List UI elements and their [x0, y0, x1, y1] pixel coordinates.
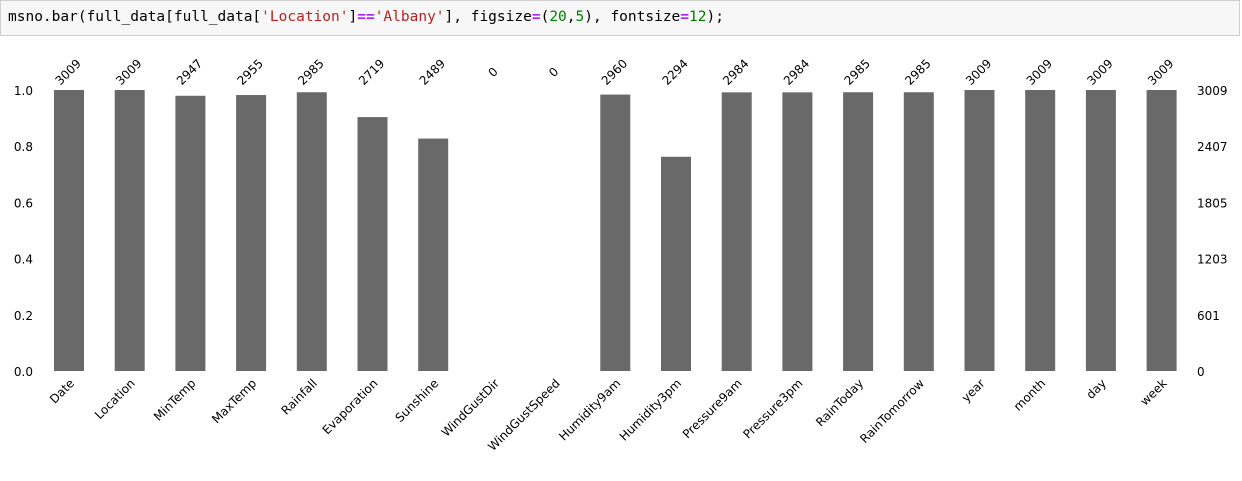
missingno-bar-chart: 0.0 0.2 0.4 0.6 0.8 1.0 0 601 1203 1805 2407 3009 30… — [14, 56, 1228, 453]
bar-year — [964, 90, 995, 371]
bar-value-label: 2984 — [720, 56, 751, 87]
bar-day — [1085, 90, 1116, 371]
category-label: WindGustDir — [439, 376, 502, 439]
category-label: week — [1138, 376, 1170, 408]
bar-raintoday — [843, 92, 874, 371]
category-label: RainToday — [813, 376, 866, 429]
left-tick-label: 0.8 — [14, 140, 33, 154]
bar-value-label: 3009 — [113, 56, 144, 87]
bar-value-label: 0 — [546, 65, 561, 80]
bar-value-label: 0 — [485, 65, 500, 80]
category-label: Rainfall — [278, 376, 319, 417]
bar-value-label: 2955 — [235, 56, 266, 87]
bar-humidity3pm — [661, 156, 691, 371]
bar-value-label: 2985 — [902, 56, 933, 87]
code-line: msno.bar(full_data[full_data['Location']… — [8, 9, 724, 25]
category-label: Date — [47, 376, 77, 406]
category-label: day — [1084, 376, 1110, 402]
bar-value-label: 2719 — [356, 56, 387, 87]
left-tick-label: 0.6 — [14, 196, 33, 210]
category-label: Evaporation — [320, 376, 381, 437]
category-label: year — [959, 376, 988, 405]
bar-date — [54, 90, 84, 371]
bar-maxtemp — [236, 95, 267, 371]
category-label: Humidity9am — [556, 376, 623, 443]
bar-value-label: 3009 — [52, 56, 83, 87]
category-label: MinTemp — [151, 376, 199, 424]
right-tick-label: 1203 — [1197, 253, 1228, 267]
bar-pressure3pm — [782, 92, 813, 372]
left-tick-label: 0.4 — [14, 253, 33, 267]
left-tick-label: 1.0 — [14, 84, 33, 98]
category-label: Location — [92, 376, 138, 422]
bar-value-label: 2960 — [599, 56, 630, 87]
right-tick-label: 3009 — [1197, 84, 1228, 98]
bar-value-label: 3009 — [963, 56, 994, 87]
bar-value-label: 3009 — [1024, 56, 1055, 87]
category-label: Pressure9am — [680, 376, 745, 441]
bar-value-label: 3009 — [1145, 56, 1176, 87]
bar-value-label: 2985 — [295, 56, 326, 87]
category-label: Sunshine — [393, 376, 442, 425]
right-tick-label: 2407 — [1197, 140, 1228, 154]
code-cell[interactable]: msno.bar(full_data[full_data['Location']… — [0, 0, 1240, 36]
bar-rainfall — [296, 92, 327, 371]
bar-raintomorrow — [903, 92, 934, 371]
bar-pressure9am — [721, 92, 752, 372]
category-label: MaxTemp — [209, 376, 259, 426]
bar-humidity9am — [600, 94, 631, 372]
category-label: RainTomorrow — [857, 376, 927, 446]
right-tick-label: 1805 — [1197, 196, 1228, 210]
bar-mintemp — [175, 95, 206, 371]
bar-value-label: 2489 — [417, 56, 448, 87]
bar-location — [114, 90, 145, 371]
bar-value-label: 2984 — [781, 56, 812, 87]
bar-month — [1025, 90, 1056, 371]
category-label: Humidity3pm — [617, 376, 684, 443]
category-label: Pressure3pm — [740, 376, 805, 441]
bar-value-label: 2947 — [174, 56, 205, 87]
bar-value-label: 3009 — [1084, 56, 1115, 87]
bar-sunshine — [418, 138, 449, 371]
right-tick-label: 601 — [1197, 309, 1220, 323]
bar-value-label: 2294 — [659, 56, 690, 87]
bar-evaporation — [357, 117, 388, 371]
left-tick-label: 0.0 — [14, 365, 33, 379]
bar-week — [1146, 90, 1177, 371]
category-label: month — [1011, 376, 1048, 413]
bar-value-label: 2985 — [842, 56, 873, 87]
right-tick-label: 0 — [1197, 365, 1205, 379]
left-tick-label: 0.2 — [14, 309, 33, 323]
